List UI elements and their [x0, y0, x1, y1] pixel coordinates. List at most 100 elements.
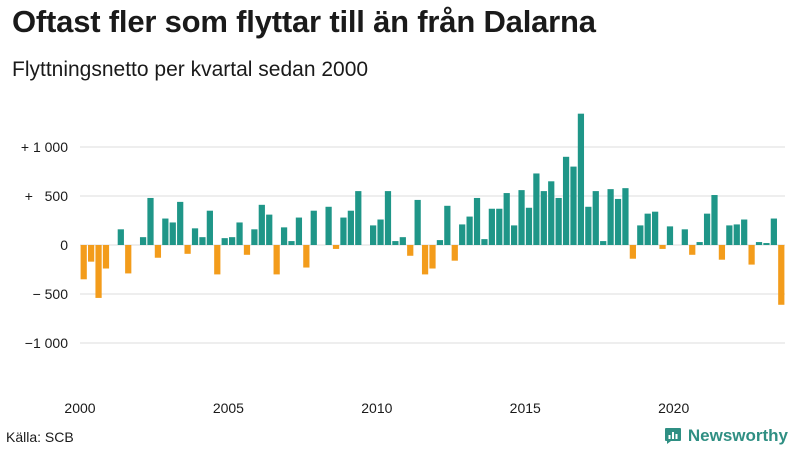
bar — [229, 237, 236, 245]
bar — [614, 198, 622, 245]
bar — [652, 211, 659, 245]
bar — [511, 225, 518, 245]
bar — [117, 229, 124, 245]
bar — [177, 201, 184, 245]
bar — [570, 166, 577, 245]
bar — [562, 156, 570, 245]
chart-title: Oftast fler som flyttar till än från Dal… — [12, 4, 596, 39]
bar — [481, 239, 488, 245]
x-tick-label: 2010 — [361, 400, 392, 416]
bar — [444, 205, 451, 245]
bar — [540, 191, 547, 245]
bar — [266, 214, 273, 245]
bar — [681, 229, 688, 245]
bar — [251, 229, 258, 245]
bar — [622, 188, 629, 245]
bar — [384, 191, 392, 245]
bar — [392, 241, 399, 245]
y-tick-label: −1 000 — [25, 335, 68, 351]
newsworthy-brand[interactable]: Newsworthy — [664, 426, 788, 446]
bar — [436, 240, 444, 245]
bar — [310, 210, 317, 245]
bar — [273, 245, 280, 275]
bar — [666, 226, 674, 245]
bar — [755, 242, 763, 245]
x-tick-label: 2005 — [213, 400, 244, 416]
bar — [459, 224, 466, 245]
bar — [407, 245, 414, 256]
bar — [295, 217, 303, 245]
bar — [154, 245, 162, 258]
x-axis-tick-labels: 2000 2005 2010 2015 2020 — [64, 400, 689, 416]
bar — [726, 225, 733, 245]
bar — [577, 113, 585, 246]
bar — [525, 207, 533, 245]
bar — [466, 216, 473, 245]
bar — [607, 189, 614, 245]
bar — [102, 245, 110, 269]
y-tick-label: + 1 000 — [21, 139, 68, 155]
grid-lines — [80, 146, 785, 344]
bar — [696, 242, 703, 245]
brand-label: Newsworthy — [687, 426, 788, 445]
bar — [770, 218, 777, 245]
bar — [332, 245, 340, 249]
bar — [518, 190, 525, 245]
bar — [703, 213, 711, 245]
newsworthy-logo-icon — [664, 428, 681, 444]
bar — [169, 222, 176, 245]
bar — [451, 245, 458, 261]
bar — [488, 208, 495, 245]
bar — [644, 213, 651, 245]
chart-subtitle: Flyttningsnetto per kvartal sedan 2000 — [12, 58, 369, 81]
bar — [733, 224, 740, 245]
bar — [533, 173, 540, 245]
bar — [243, 245, 251, 255]
y-tick-label: − 500 — [33, 286, 69, 302]
bar — [355, 191, 362, 245]
x-tick-label: 2015 — [510, 400, 541, 416]
bar — [258, 204, 265, 245]
bar — [221, 238, 228, 245]
bar — [763, 243, 770, 245]
bar — [496, 208, 503, 245]
bar — [347, 210, 354, 245]
bar — [80, 245, 87, 280]
bar — [95, 245, 102, 298]
y-axis-tick-labels: + 1 000 + 500 0 − 500 −1 000 — [21, 139, 68, 351]
bar — [503, 193, 510, 245]
bar — [778, 245, 785, 305]
bar — [689, 245, 696, 255]
bar — [711, 195, 718, 245]
bar — [139, 237, 147, 245]
bar — [184, 245, 191, 254]
bar — [718, 245, 726, 260]
bar — [399, 237, 406, 245]
bar — [280, 227, 288, 245]
bar — [303, 245, 310, 268]
bar — [548, 181, 555, 245]
bar — [147, 197, 154, 245]
bar — [125, 245, 132, 274]
bar — [473, 197, 481, 245]
bar — [637, 225, 644, 245]
bar — [600, 241, 607, 245]
bar — [592, 191, 599, 245]
bar — [288, 241, 295, 245]
bar — [659, 245, 666, 249]
bar — [429, 245, 436, 269]
x-tick-label: 2000 — [64, 400, 95, 416]
bar — [377, 219, 384, 245]
bar — [370, 225, 377, 245]
bar — [741, 219, 748, 245]
y-tick-label: 0 — [60, 237, 68, 253]
bar — [88, 245, 95, 262]
source-note: Källa: SCB — [6, 429, 74, 445]
bar — [414, 199, 421, 245]
bar — [629, 245, 636, 259]
y-tick-label: + 500 — [25, 188, 68, 204]
bar — [199, 237, 206, 245]
bar — [206, 210, 213, 245]
x-tick-label: 2020 — [658, 400, 689, 416]
